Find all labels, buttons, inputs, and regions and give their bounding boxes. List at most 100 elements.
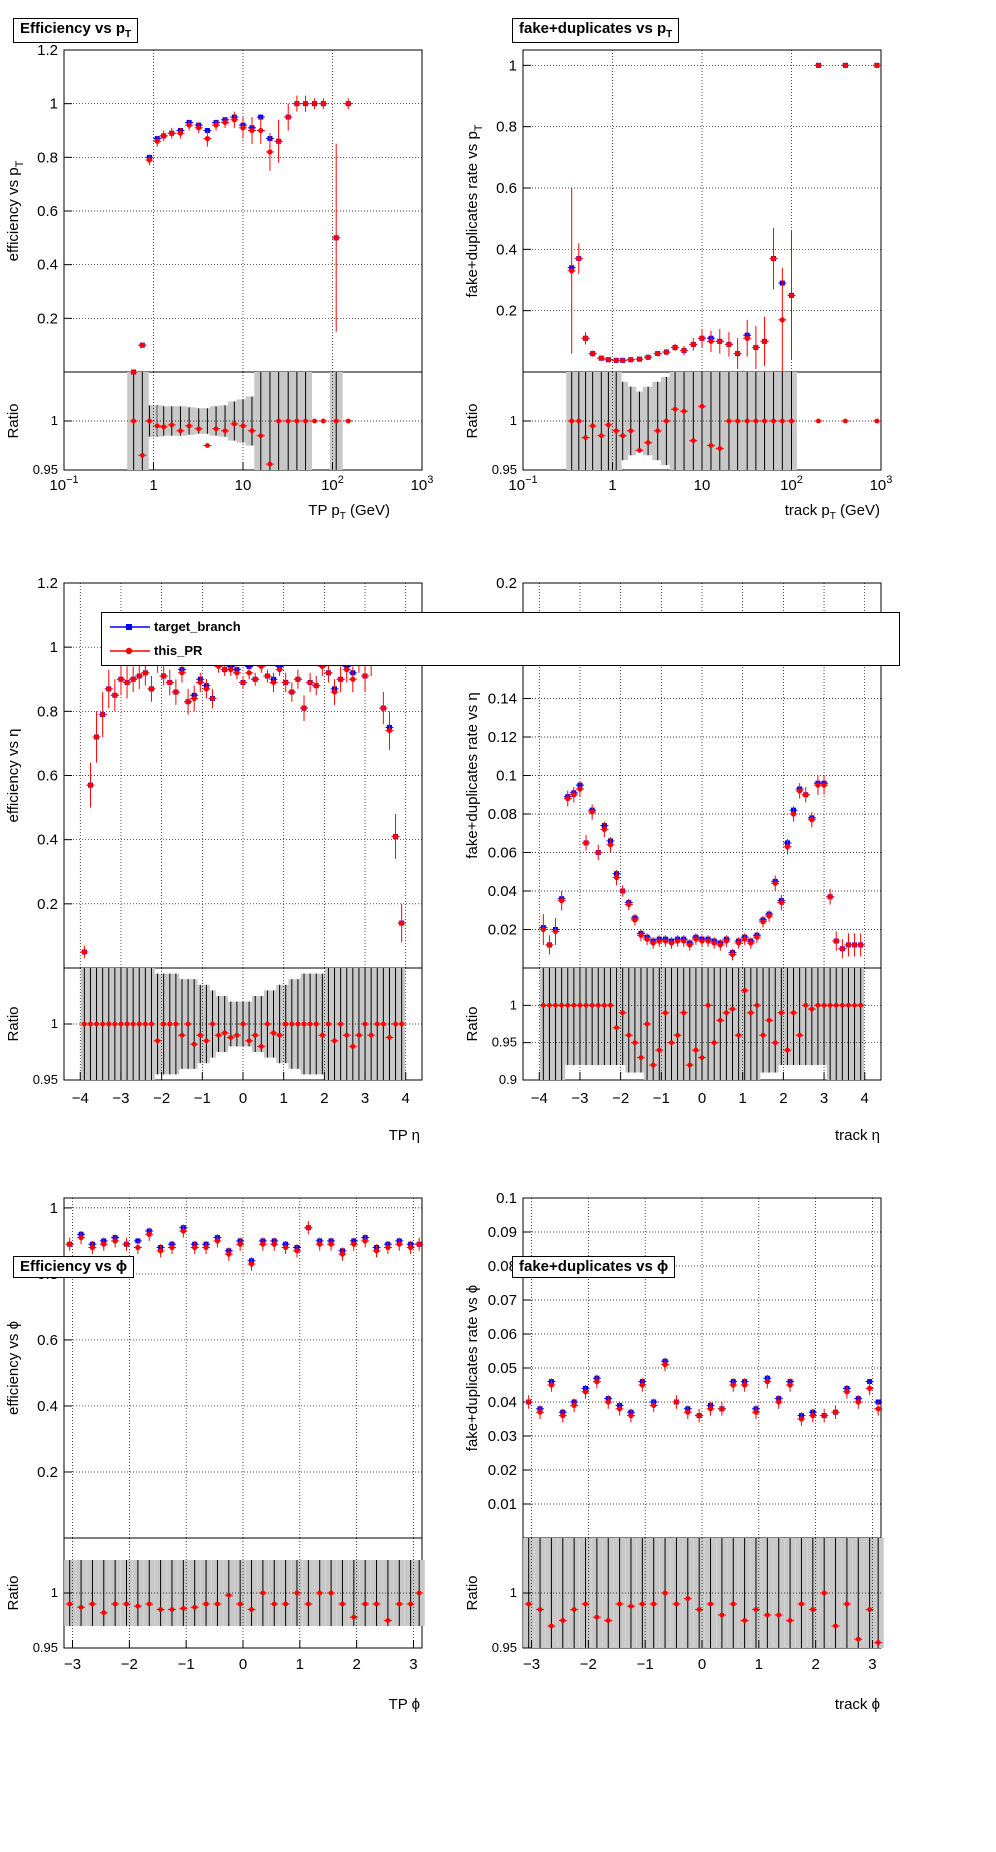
pr-point xyxy=(761,338,768,344)
ratio-point xyxy=(855,1636,861,1642)
pr-point xyxy=(154,138,160,144)
ratio-point xyxy=(651,1601,657,1607)
pr-point xyxy=(203,686,209,692)
pr-point xyxy=(617,1406,623,1412)
pr-point xyxy=(699,335,705,341)
pr-point xyxy=(605,1399,611,1405)
y-tick-label: 0.1 xyxy=(496,1190,517,1207)
ratio-point xyxy=(753,1607,759,1612)
ratio-point xyxy=(380,1021,386,1027)
ratio-point xyxy=(614,1025,619,1031)
pr-point xyxy=(685,1409,691,1415)
pr-point xyxy=(742,1382,748,1388)
ratio-point xyxy=(249,1607,254,1612)
pr-point xyxy=(226,1251,232,1257)
ratio-point xyxy=(867,1607,873,1612)
pr-point xyxy=(333,235,339,241)
ratio-point xyxy=(589,1002,595,1008)
pr-point xyxy=(305,1225,311,1231)
legend-label-pr: this_PR xyxy=(154,643,203,658)
pr-point xyxy=(753,344,759,351)
ratio-point xyxy=(632,1040,638,1046)
y-tick-label: 1.2 xyxy=(37,575,58,592)
ratio-point xyxy=(809,1006,815,1012)
x-tick-label: 0 xyxy=(698,1090,706,1107)
ratio-point xyxy=(112,1601,118,1607)
y-axis-label: efficiency vs ϕ xyxy=(5,1321,22,1415)
pr-point xyxy=(231,117,237,123)
x-tick-label: 102 xyxy=(321,474,344,494)
x-axis-label: track η xyxy=(835,1127,880,1144)
pr-point xyxy=(93,734,100,740)
pr-point xyxy=(283,1244,289,1251)
pr-point xyxy=(776,1399,782,1405)
ratio-point xyxy=(693,1047,699,1053)
pr-point xyxy=(173,689,179,695)
ratio-point xyxy=(833,1623,838,1629)
pr-point xyxy=(605,357,612,363)
ratio-point xyxy=(576,418,582,424)
ratio-point xyxy=(549,1623,554,1629)
ratio-point xyxy=(332,1038,337,1044)
pr-point xyxy=(560,1413,566,1419)
pr-point xyxy=(112,1238,118,1244)
pr-point xyxy=(276,138,282,144)
ratio-point xyxy=(312,418,317,424)
pr-point xyxy=(101,1241,107,1247)
pr-point xyxy=(339,1251,346,1257)
pr-point xyxy=(582,335,589,341)
pr-point xyxy=(552,928,559,935)
ratio-point xyxy=(842,418,848,424)
y-tick-label: 1 xyxy=(509,57,517,74)
pr-point xyxy=(726,341,732,347)
y-axis-label: fake+duplicates rate vs ϕ xyxy=(464,1285,481,1451)
panel-fake_phi: 0.01 0.02 0.03 0.04 0.05 0.06 0.07 0.08 0.09 0.1 0… xyxy=(464,1190,884,1713)
y-tick-label: 0.04 xyxy=(488,883,517,900)
pr-point xyxy=(228,667,234,673)
ratio-point xyxy=(283,1021,289,1027)
ratio-point xyxy=(222,1030,228,1036)
pr-point xyxy=(815,62,822,68)
ratio-point xyxy=(385,1618,391,1623)
pr-point xyxy=(577,786,583,792)
pr-point xyxy=(778,899,784,906)
ratio-point xyxy=(333,418,339,424)
pr-point xyxy=(124,679,130,686)
pr-point xyxy=(106,686,112,692)
pr-point xyxy=(729,951,736,958)
x-tick-label: 3 xyxy=(361,1090,369,1107)
pr-point xyxy=(708,338,714,344)
y-axis-label: fake+duplicates rate vs η xyxy=(464,692,481,858)
pr-point xyxy=(719,1406,725,1412)
pr-point xyxy=(222,119,228,126)
ratio-point xyxy=(265,1021,270,1027)
y-tick-label: 0.4 xyxy=(37,257,58,274)
pr-point xyxy=(711,940,717,946)
ratio-point xyxy=(672,406,678,412)
pr-point xyxy=(179,670,185,676)
ratio-y-tick-label: 0.95 xyxy=(492,1640,517,1655)
ratio-point xyxy=(303,418,308,424)
ratio-point xyxy=(858,1002,864,1008)
pr-point xyxy=(858,942,864,948)
y-tick-label: 0.2 xyxy=(37,310,58,327)
ratio-point xyxy=(67,1601,73,1607)
x-tick-label: 2 xyxy=(811,1656,819,1673)
pr-point xyxy=(307,679,313,686)
ratio-point xyxy=(583,435,588,441)
ratio-point xyxy=(204,443,210,448)
main-frame xyxy=(63,1197,423,1539)
pr-point xyxy=(668,940,675,946)
y-axis-label: efficiency vs pT xyxy=(5,160,26,261)
pr-point xyxy=(169,1244,175,1251)
y-tick-label: 0.07 xyxy=(488,1292,517,1309)
ratio-point xyxy=(742,1618,748,1623)
pr-point xyxy=(240,679,246,686)
pr-point xyxy=(638,932,644,938)
ratio-point xyxy=(742,988,748,993)
ratio-point xyxy=(764,1612,770,1618)
ratio-point xyxy=(307,1021,313,1027)
ratio-point xyxy=(387,1035,392,1040)
pr-point xyxy=(186,122,192,128)
y-tick-label: 0.08 xyxy=(488,806,517,823)
